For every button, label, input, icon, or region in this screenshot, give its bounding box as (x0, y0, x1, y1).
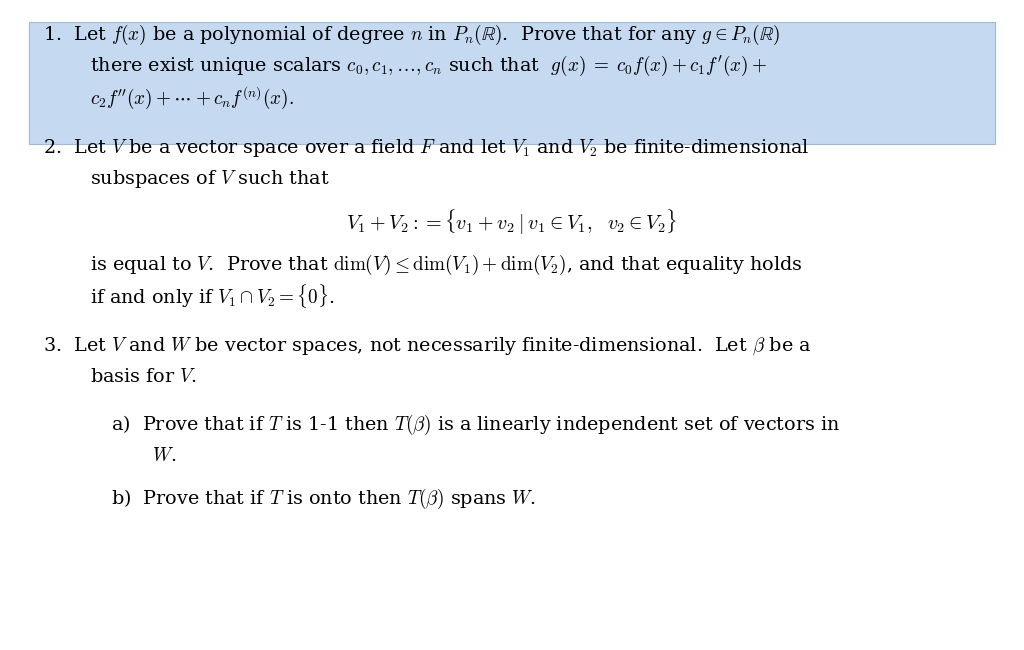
FancyBboxPatch shape (29, 22, 995, 144)
Text: basis for $V$.: basis for $V$. (90, 368, 197, 386)
Text: there exist unique scalars $c_0, c_1, \ldots, c_n$ such that  $g(x)\; =\; c_0f(x: there exist unique scalars $c_0, c_1, \l… (90, 54, 767, 79)
Text: $W$.: $W$. (152, 447, 176, 465)
Text: a)  Prove that if $T$ is 1-1 then $T(\beta)$ is a linearly independent set of ve: a) Prove that if $T$ is 1-1 then $T(\bet… (111, 412, 840, 437)
Text: is equal to $V$.  Prove that $\dim(V) \leq \dim(V_1)+\dim(V_2)$, and that equali: is equal to $V$. Prove that $\dim(V) \le… (90, 253, 803, 278)
Text: 2.  Let $V$ be a vector space over a field $F$ and let $V_1$ and $V_2$ be finite: 2. Let $V$ be a vector space over a fiel… (43, 136, 809, 159)
Text: $V_1 + V_2 := \{v_1 + v_2 \mid v_1 \in V_1,\ \ v_2 \in V_2\}$: $V_1 + V_2 := \{v_1 + v_2 \mid v_1 \in V… (346, 208, 678, 237)
Text: b)  Prove that if $T$ is onto then $T(\beta)$ spans $W$.: b) Prove that if $T$ is onto then $T(\be… (111, 487, 536, 512)
Text: if and only if $V_1 \cap V_2 = \{0\}$.: if and only if $V_1 \cap V_2 = \{0\}$. (90, 282, 335, 311)
Text: subspaces of $V$ such that: subspaces of $V$ such that (90, 168, 330, 190)
Text: $c_2f''(x) + \cdots + c_nf^{(n)}(x).$: $c_2f''(x) + \cdots + c_nf^{(n)}(x).$ (90, 84, 294, 111)
Text: 3.  Let $V$ and $W$ be vector spaces, not necessarily finite-dimensional.  Let $: 3. Let $V$ and $W$ be vector spaces, not… (43, 335, 812, 357)
Text: 1.  Let $f(x)$ be a polynomial of degree $n$ in $P_n(\mathbb{R})$.  Prove that f: 1. Let $f(x)$ be a polynomial of degree … (43, 23, 780, 47)
